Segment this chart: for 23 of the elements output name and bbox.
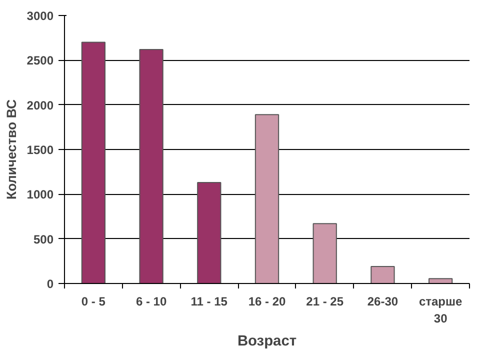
x-tick-label: старше 30	[418, 294, 463, 326]
bar	[370, 266, 395, 284]
y-tick-label: 0	[46, 277, 54, 291]
y-tick-label: 2500	[26, 54, 54, 68]
x-tick-label: 16 - 20	[248, 294, 286, 308]
bar	[254, 114, 280, 284]
x-tick-label: 0 - 5	[81, 294, 106, 308]
bar	[81, 42, 106, 284]
x-axis-title: Возраст	[237, 333, 297, 350]
y-tick-label: 2000	[26, 98, 54, 112]
y-tick-label: 1000	[26, 188, 54, 202]
x-tick-label: 11 - 15	[190, 294, 228, 308]
bar	[312, 223, 337, 284]
x-tick-label: 6 - 10	[136, 294, 167, 308]
bar	[197, 182, 222, 284]
x-tick-label: 26-30	[367, 294, 398, 308]
bar	[139, 48, 164, 284]
y-tick-label: 1500	[26, 143, 54, 157]
y-axis-title: Количество ВС	[4, 99, 19, 200]
bar	[428, 278, 453, 284]
y-tick-label: 500	[33, 232, 54, 246]
x-tick-label: 21 - 25	[306, 294, 344, 308]
y-tick-label: 3000	[26, 9, 54, 23]
